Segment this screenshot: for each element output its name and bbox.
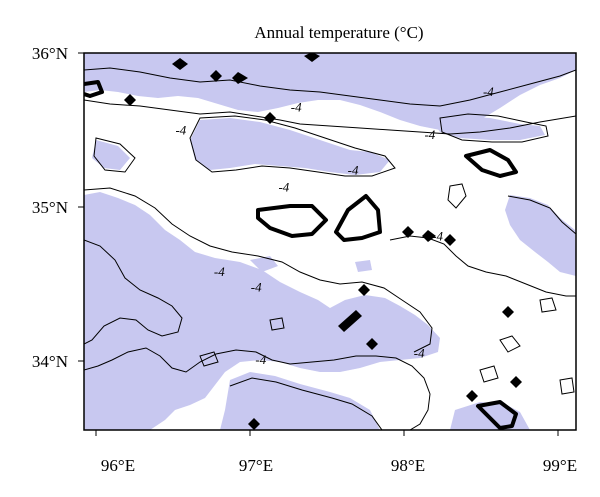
x-tick-label: 96°E [101,456,135,475]
shade-region-south [220,372,380,430]
diamond-marker [402,226,414,238]
shade-region-north [84,53,576,130]
diamond-marker [502,306,514,318]
plot-area: -4 -4 -4 -4 -4 -4 -4 -4 -4 -4 -4 [84,53,576,430]
contour-line-east-3 [439,113,549,143]
contour-label: -4 [291,100,302,115]
contour-label: -4 [214,264,225,279]
contour-label: -4 [278,180,289,195]
y-axis [78,52,84,362]
thick-contour-2 [334,194,382,242]
diamond-marker [124,94,136,106]
contour-line-small-5 [559,377,575,395]
diamond-marker [466,390,478,402]
shade-region-small-1 [250,256,278,272]
contour-label: -4 [483,84,494,99]
contour-line-north-3 [93,137,136,173]
diamond-marker [304,53,320,62]
contour-line-north-1 [84,67,576,107]
contour-line-small-1 [269,317,285,331]
thick-contour-1 [256,204,328,238]
thick-contours [84,80,518,430]
shade-region-northwest [92,140,130,170]
contour-line-small-2 [499,335,521,353]
shade-region-northeast [430,116,545,140]
diamond-marker [210,70,222,82]
map-frame [83,52,577,431]
thick-contour-3 [464,148,518,178]
shade-region-southwest [84,192,440,430]
contour-label: -4 [175,123,186,138]
thick-contour-4 [476,400,518,430]
shade-region-north-2 [190,118,390,175]
diamond-marker [172,58,188,70]
diamond-marker [248,418,260,430]
diamond-marker [366,338,378,350]
contour-label: -4 [251,280,262,295]
diamond-marker [358,284,370,296]
x-tick-label: 98°E [391,456,425,475]
contour-line-east-2 [507,195,576,235]
x-tick-label: 97°E [239,456,273,475]
y-tick-label: 35°N [32,198,68,217]
x-tick-label: 99°E [543,456,577,475]
contour-line-small-3 [539,297,557,313]
contour-labels: -4 -4 -4 -4 -4 -4 -4 -4 -4 -4 -4 [175,84,494,367]
x-axis [95,430,559,436]
contour-label: -4 [424,127,435,142]
contour-label: -4 [255,352,266,367]
diamond-marker [232,72,248,84]
contour-line-south [229,377,383,430]
diamond-markers [124,53,522,430]
contour-label: -4 [414,346,425,361]
map-title: Annual temperature (°C) [254,23,423,42]
contour-line-north-4 [189,115,396,177]
contour-line-small-6 [199,351,219,367]
contour-line-central-3 [84,347,431,430]
contour-line-central-1 [84,187,433,353]
shade-region-small-2 [536,58,566,80]
diamond-marker [338,310,362,332]
diamond-marker [510,376,522,388]
contour-label: -4 [432,229,443,244]
contour-label: -4 [348,163,359,178]
contour-line-small-7 [479,365,499,383]
shade-region-small-3 [355,260,372,272]
shade-region-east [505,195,576,276]
thick-contour-5 [84,80,104,98]
diamond-marker [264,112,276,124]
y-tick-label: 36°N [32,44,68,63]
contour-line-north-2 [84,99,576,135]
diamond-marker [444,234,456,246]
y-tick-label: 34°N [32,352,68,371]
contour-line-small-4 [447,183,467,209]
contour-line-central-2 [84,239,183,345]
diamond-marker [422,230,436,242]
